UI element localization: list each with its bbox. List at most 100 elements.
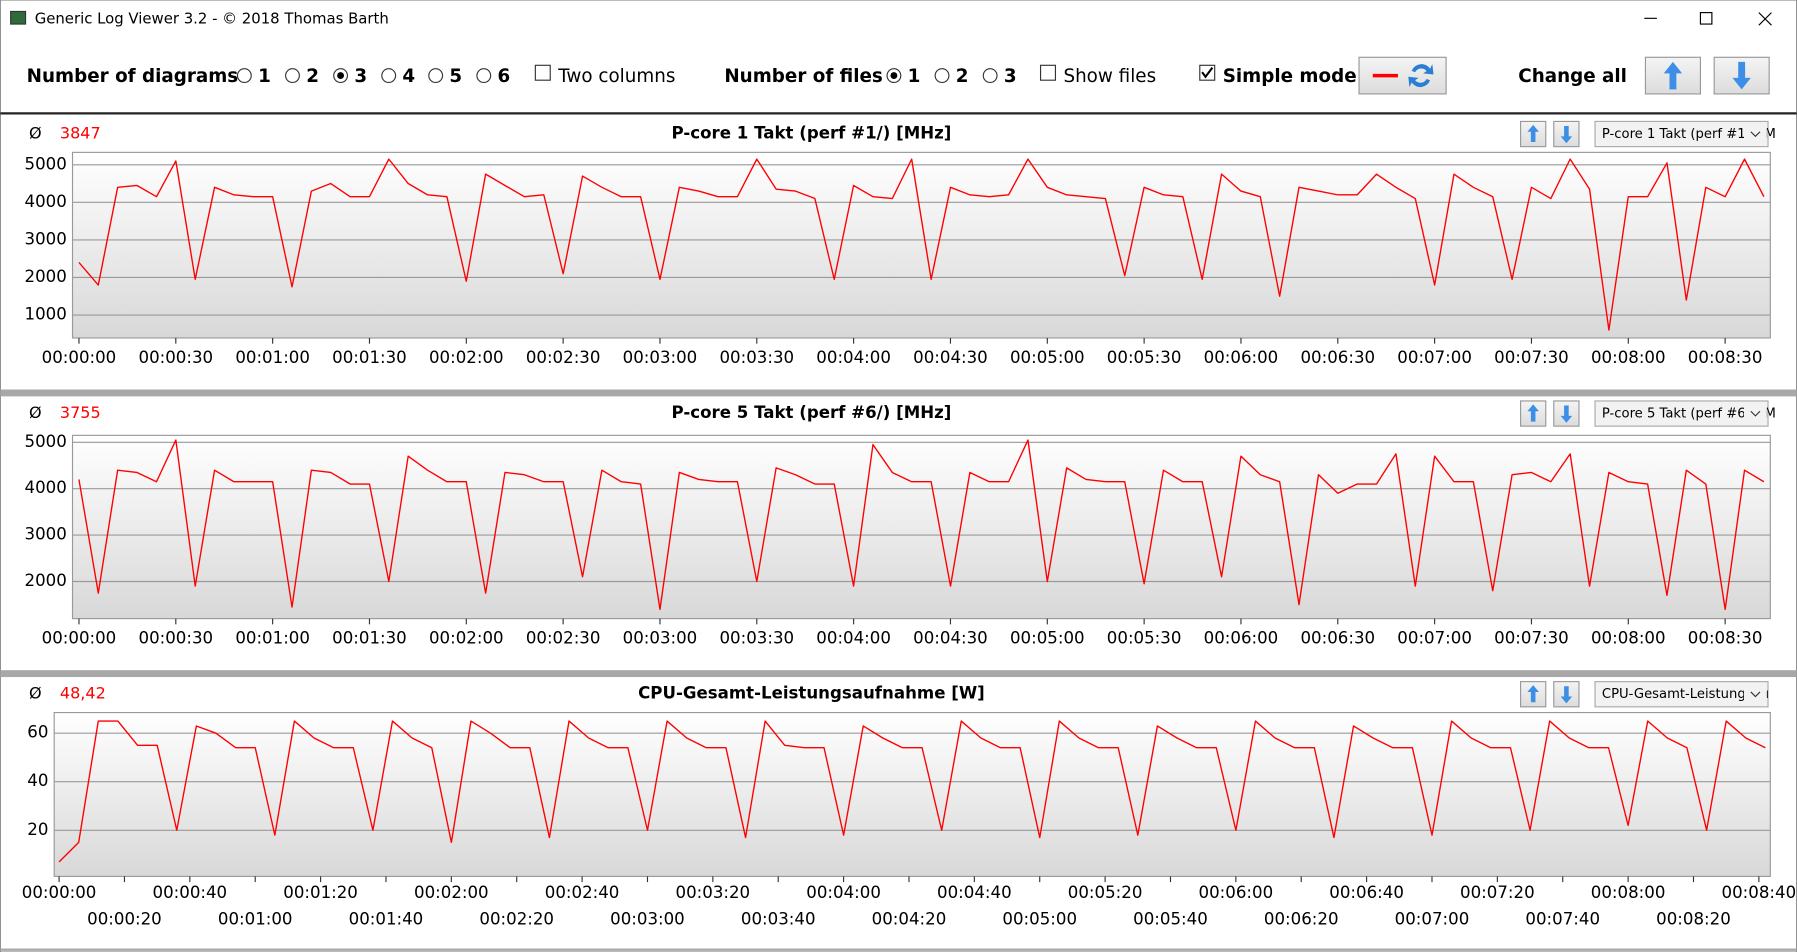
dropdown-frame — [1594, 400, 1769, 427]
button-frame — [1358, 56, 1447, 95]
checkbox[interactable]: Show files — [1039, 64, 1157, 87]
plot-area — [71, 434, 1771, 620]
average-value: 3847 — [60, 124, 101, 143]
checkmark — [1201, 66, 1214, 79]
y-tick-label: 2000 — [25, 571, 67, 590]
app-icon — [10, 10, 27, 25]
panel-separator — [0, 389, 1797, 397]
plot-area — [71, 151, 1771, 339]
move-up-button[interactable] — [1519, 120, 1547, 148]
dropdown-chevron — [1750, 131, 1761, 138]
all-up-button[interactable] — [1644, 56, 1701, 95]
average-value: 48,42 — [60, 684, 106, 703]
chart-title: P-core 5 Takt (perf #6/) [MHz] — [671, 403, 951, 422]
radio-dot — [337, 72, 345, 80]
radio-label: 3 — [1004, 66, 1017, 87]
x-tick-label: 00:05:20 — [1068, 883, 1143, 902]
radio-option[interactable]: 2 — [934, 66, 969, 87]
x-tick-label: 00:05:30 — [1107, 348, 1182, 367]
x-tick-label: 00:08:30 — [1688, 629, 1763, 648]
y-tick-label: 40 — [27, 771, 48, 790]
channel-dropdown[interactable]: P-core 1 Takt (perf #1/) [M — [1594, 120, 1776, 148]
checkbox-label: Two columns — [557, 66, 675, 87]
radio-option[interactable]: 6 — [476, 66, 511, 87]
x-tick-label: 00:08:00 — [1591, 348, 1666, 367]
y-tick-label: 5000 — [25, 432, 67, 451]
x-tick-label: 00:01:00 — [218, 909, 293, 928]
x-tick-label: 00:08:40 — [1722, 883, 1797, 902]
move-up-button[interactable] — [1519, 681, 1547, 708]
move-down-button[interactable] — [1553, 400, 1580, 427]
y-tick-label: 5000 — [25, 154, 67, 173]
channel-dropdown[interactable]: CPU-Gesamt-Leistungsau — [1594, 681, 1769, 708]
y-tick-label: 20 — [27, 820, 48, 839]
title-bar: Generic Log Viewer 3.2 - © 2018 Thomas B… — [10, 9, 1772, 27]
panel-separator — [0, 948, 1797, 951]
y-tick-label: 60 — [27, 723, 48, 742]
y-tick-label: 4000 — [25, 478, 67, 497]
x-tick-label: 00:02:00 — [429, 629, 504, 648]
change-all-label: Change all — [1518, 66, 1627, 87]
x-tick-label: 00:00:30 — [138, 348, 213, 367]
move-down-button[interactable] — [1553, 681, 1580, 708]
down-arrow — [1560, 405, 1573, 423]
radio-label: 1 — [908, 66, 921, 87]
x-tick-label: 00:03:00 — [623, 348, 698, 367]
x-tick-label: 00:01:30 — [332, 629, 407, 648]
data-line — [78, 439, 1765, 611]
window-title: Generic Log Viewer 3.2 - © 2018 Thomas B… — [35, 9, 389, 27]
radio-option[interactable]: 3 — [982, 66, 1017, 87]
radio-label: 2 — [956, 66, 969, 87]
checkbox[interactable]: Two columns — [534, 64, 675, 87]
radio-circle — [428, 68, 444, 84]
radio-circle — [934, 68, 950, 84]
x-tick-label: 00:00:20 — [87, 909, 162, 928]
radio-label: 5 — [449, 66, 462, 87]
x-tick-label: 00:01:30 — [332, 348, 407, 367]
average-symbol: Ø — [29, 403, 42, 422]
x-tick-label: 00:07:00 — [1395, 909, 1470, 928]
x-tick-label: 00:06:20 — [1264, 909, 1339, 928]
x-tick-label: 00:06:00 — [1204, 348, 1279, 367]
radio-option[interactable]: 3 — [333, 66, 367, 87]
checkbox-box — [534, 64, 551, 81]
chart-title: CPU-Gesamt-Leistungsaufnahme [W] — [638, 684, 985, 703]
x-tick-label: 00:00:00 — [42, 629, 117, 648]
checkbox-box — [1039, 64, 1057, 81]
radio-circle — [236, 68, 252, 84]
radio-label: 6 — [498, 66, 511, 87]
line-style-button[interactable] — [1358, 56, 1447, 95]
radio-option[interactable]: 5 — [428, 66, 462, 87]
maximize-button[interactable] — [1699, 12, 1713, 25]
chart-panel: Ø 48,42 CPU-Gesamt-Leistungsaufnahme [W] CP… — [0, 681, 1797, 951]
up-arrow — [1527, 404, 1539, 422]
x-tick-label: 00:04:00 — [816, 629, 891, 648]
x-tick-label: 00:07:30 — [1494, 629, 1569, 648]
up-arrow — [1663, 61, 1683, 90]
x-tick-label: 00:01:20 — [283, 883, 358, 902]
x-tick-label: 00:01:00 — [235, 629, 310, 648]
radio-option[interactable]: 4 — [381, 66, 415, 87]
x-tick-label: 00:03:00 — [610, 909, 685, 928]
checkbox[interactable]: Simple mode — [1199, 64, 1357, 87]
chart-panel: Ø 3755 P-core 5 Takt (perf #6/) [MHz] P-cor… — [0, 400, 1797, 678]
files-label: Number of files — [724, 66, 883, 87]
move-up-button[interactable] — [1519, 400, 1547, 427]
radio-dot — [890, 72, 898, 80]
refresh-icon — [1408, 64, 1434, 88]
radio-option[interactable]: 1 — [886, 66, 921, 87]
x-tick-label: 00:03:00 — [623, 629, 698, 648]
chart-panel: Ø 3847 P-core 1 Takt (perf #1/) [MHz] P-cor… — [0, 120, 1797, 397]
x-tick-label: 00:04:00 — [816, 348, 891, 367]
radio-option[interactable]: 1 — [236, 66, 271, 87]
average-value: 3755 — [60, 403, 101, 422]
radio-option[interactable]: 2 — [285, 66, 319, 87]
close-button[interactable] — [1758, 12, 1772, 26]
x-tick-label: 00:02:30 — [526, 348, 601, 367]
x-tick-label: 00:04:30 — [913, 629, 988, 648]
channel-dropdown[interactable]: P-core 5 Takt (perf #6/) [M — [1594, 400, 1776, 427]
panel-separator — [0, 670, 1797, 678]
all-down-button[interactable] — [1713, 56, 1770, 95]
move-down-button[interactable] — [1553, 120, 1580, 148]
checkbox-label: Show files — [1063, 66, 1156, 87]
